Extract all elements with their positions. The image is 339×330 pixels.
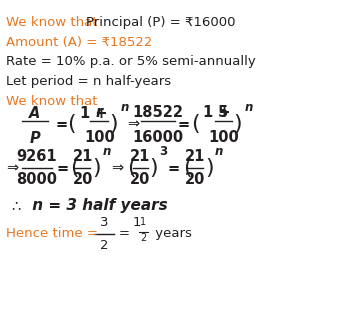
Text: 100: 100 — [84, 130, 115, 145]
Text: Hence time =: Hence time = — [6, 227, 103, 240]
Text: (: ( — [67, 114, 76, 134]
Text: years: years — [151, 227, 192, 240]
Text: ): ) — [233, 114, 242, 134]
Text: =: = — [178, 116, 190, 132]
Text: 16000: 16000 — [132, 130, 183, 145]
Text: 5: 5 — [218, 105, 228, 120]
Text: ): ) — [109, 114, 118, 134]
Text: 21: 21 — [185, 149, 205, 164]
Text: (: ( — [70, 158, 79, 178]
Text: ): ) — [205, 158, 214, 178]
Text: n: n — [121, 101, 129, 114]
Text: =: = — [55, 116, 67, 132]
Text: 18522: 18522 — [132, 105, 183, 120]
Text: (: ( — [183, 158, 192, 178]
Text: 1 +: 1 + — [203, 105, 231, 120]
Text: 2: 2 — [140, 233, 146, 243]
Text: 20: 20 — [185, 172, 205, 187]
Text: 21: 21 — [73, 149, 93, 164]
Text: 20: 20 — [73, 172, 93, 187]
Text: Let period = n half-years: Let period = n half-years — [6, 75, 172, 88]
Text: Principal (P) = ₹16000: Principal (P) = ₹16000 — [86, 16, 236, 29]
Text: =: = — [119, 227, 130, 240]
Text: 8000: 8000 — [16, 172, 57, 187]
Text: ⇒: ⇒ — [127, 116, 140, 132]
Text: n: n — [215, 146, 223, 158]
Text: (: ( — [191, 114, 200, 134]
Text: We know that: We know that — [6, 95, 98, 108]
Text: ⇒: ⇒ — [111, 161, 123, 176]
Text: 1 +: 1 + — [80, 106, 108, 121]
Text: 2: 2 — [100, 239, 108, 251]
Text: 20: 20 — [130, 172, 150, 187]
Text: =: = — [168, 161, 180, 176]
Text: (: ( — [127, 158, 136, 178]
Text: 1: 1 — [140, 216, 146, 226]
Text: 100: 100 — [208, 130, 239, 145]
Text: A: A — [29, 106, 41, 121]
Text: 1: 1 — [133, 216, 141, 229]
Text: n: n — [244, 101, 253, 114]
Text: ): ) — [149, 158, 158, 178]
Text: 3: 3 — [159, 146, 167, 158]
Text: ⇒: ⇒ — [6, 161, 19, 176]
Text: 9261: 9261 — [16, 149, 57, 164]
Text: n: n — [102, 146, 111, 158]
Text: ∴: ∴ — [12, 198, 21, 214]
Text: Amount (A) = ₹18522: Amount (A) = ₹18522 — [6, 36, 153, 49]
Text: r: r — [96, 105, 103, 120]
Text: ): ) — [92, 158, 101, 178]
Text: =: = — [57, 161, 69, 176]
Text: n = 3 half years: n = 3 half years — [26, 198, 167, 214]
Text: We know that: We know that — [6, 16, 98, 29]
Text: 3: 3 — [100, 216, 108, 229]
Text: Rate = 10% p.a. or 5% semi-annually: Rate = 10% p.a. or 5% semi-annually — [6, 55, 256, 68]
Text: 21: 21 — [130, 149, 150, 164]
Text: P: P — [29, 131, 40, 146]
